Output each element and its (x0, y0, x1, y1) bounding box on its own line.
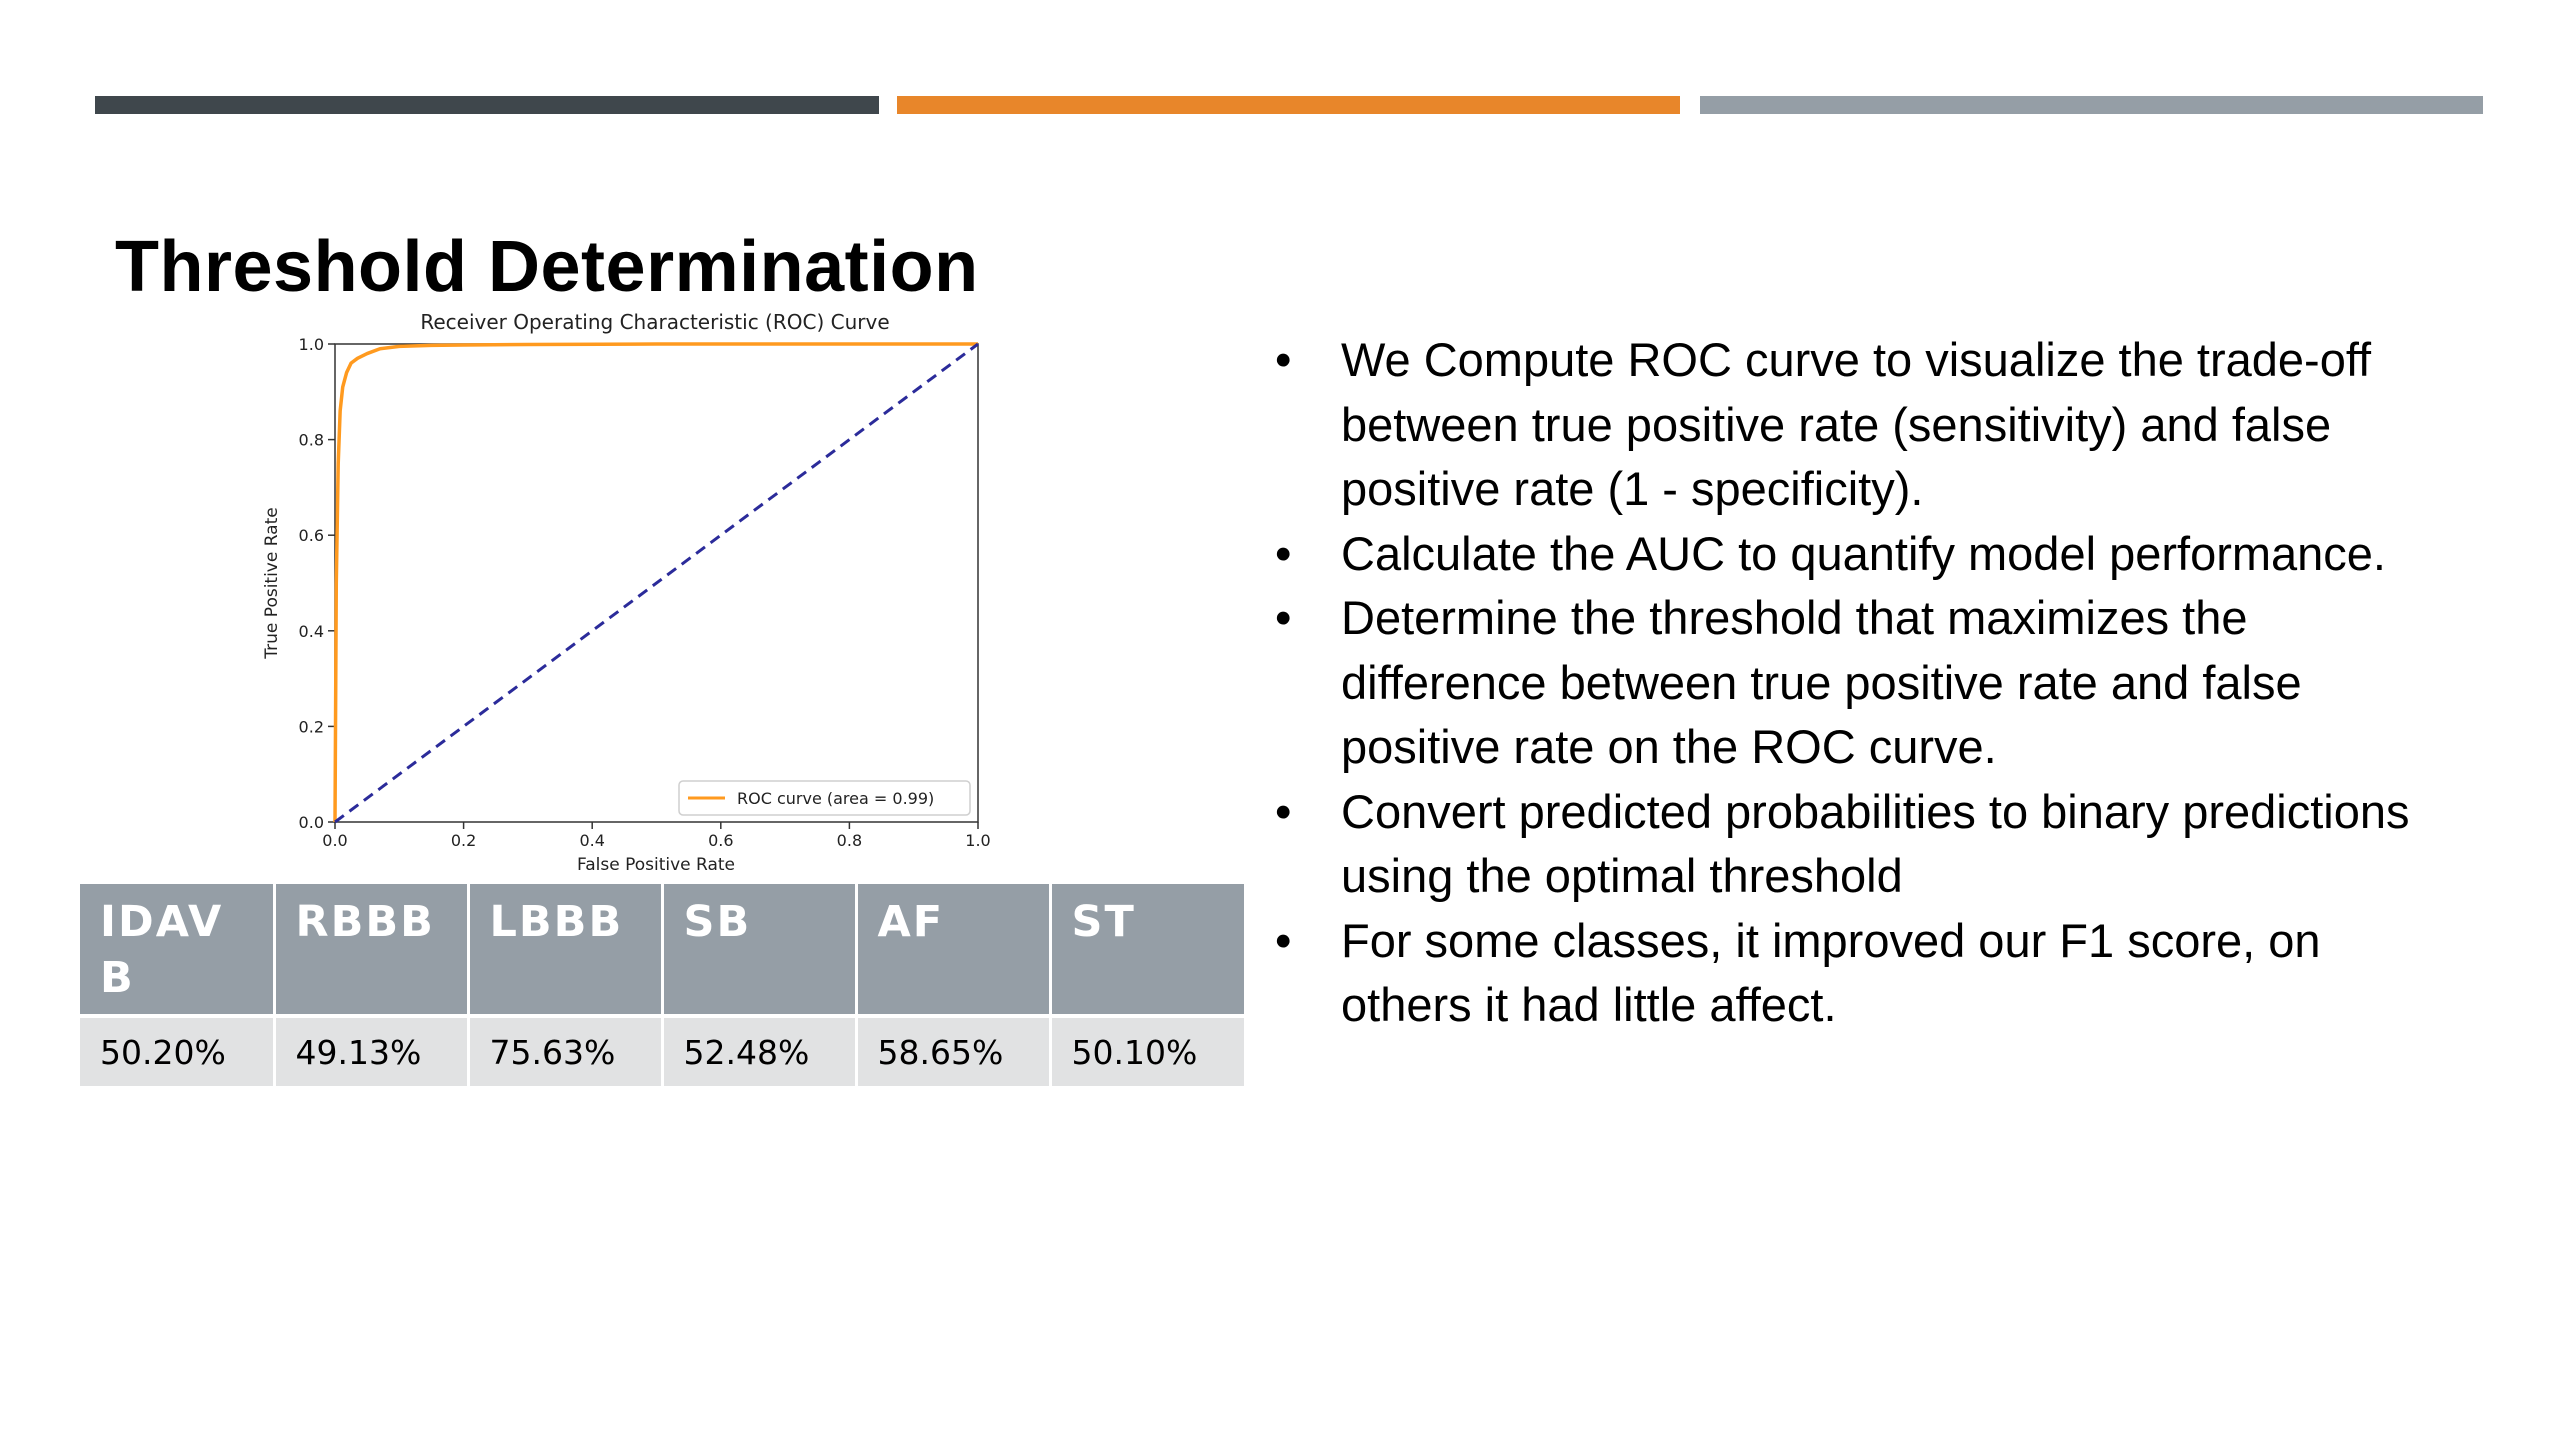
bullet-list: We Compute ROC curve to visualize the tr… (1275, 328, 2415, 1038)
roc-chart-svg: Receiver Operating Characteristic (ROC) … (262, 310, 990, 875)
x-axis-label: False Positive Rate (577, 855, 735, 875)
x-tick-label: 0.8 (837, 831, 862, 850)
bullet-item: For some classes, it improved our F1 sco… (1275, 909, 2415, 1038)
table-header-cell: RBBB (274, 884, 470, 1016)
accent-bar-orange (897, 96, 1680, 114)
axis-ticks: 0.0 0.2 0.4 0.6 0.8 1.0 0.0 0.2 0.4 0.6 0.8 1.0 (299, 335, 990, 850)
table-cell: 75.63% (468, 1014, 664, 1086)
table-header-cell: ST (1050, 884, 1244, 1016)
chance-diagonal-line (334, 342, 979, 824)
table-cell: 49.13% (274, 1014, 470, 1086)
y-tick-label: 0.4 (299, 622, 324, 641)
roc-chart: Receiver Operating Characteristic (ROC) … (255, 300, 990, 880)
x-tick-label: 0.0 (322, 831, 347, 850)
x-tick-label: 1.0 (965, 831, 990, 850)
accent-bar-gray (1700, 96, 2483, 114)
table-cell: 50.20% (80, 1014, 276, 1086)
table-header-cell: AF (856, 884, 1052, 1016)
class-metrics-table: IDAVB RBBB LBBB SB AF ST 50.20% 49.13% 7… (80, 884, 1244, 1086)
y-tick-label: 0.6 (299, 526, 324, 545)
x-tick-label: 0.4 (579, 831, 604, 850)
bullet-item: Convert predicted probabilities to binar… (1275, 780, 2415, 909)
chart-title: Receiver Operating Characteristic (ROC) … (420, 310, 889, 334)
table-header-cell: LBBB (468, 884, 664, 1016)
y-tick-label: 0.8 (299, 431, 324, 450)
y-tick-label: 0.2 (299, 717, 324, 736)
table-header-cell: IDAVB (80, 884, 276, 1016)
legend-box (678, 780, 971, 816)
table-row: 50.20% 49.13% 75.63% 52.48% 58.65% 50.10… (80, 1014, 1244, 1086)
table-header-cell: SB (662, 884, 858, 1016)
series-group (333, 342, 979, 824)
y-axis-label: True Positive Rate (262, 507, 282, 659)
table-header-row: IDAVB RBBB LBBB SB AF ST (80, 884, 1244, 1016)
bullet-item: We Compute ROC curve to visualize the tr… (1275, 328, 2415, 522)
y-tick-label: 1.0 (299, 335, 324, 354)
table-cell: 50.10% (1050, 1014, 1244, 1086)
chart-legend: ROC curve (area = 0.99) (678, 780, 971, 816)
y-tick-label: 0.0 (299, 813, 324, 832)
table-cell: 52.48% (662, 1014, 858, 1086)
roc-curve-line (333, 342, 978, 823)
legend-label: ROC curve (area = 0.99) (737, 789, 934, 808)
x-tick-label: 0.2 (451, 831, 476, 850)
bullet-item: Determine the threshold that maximizes t… (1275, 586, 2415, 780)
accent-bar-dark (95, 96, 879, 114)
x-tick-label: 0.6 (708, 831, 733, 850)
slide-title: Threshold Determination (115, 227, 979, 308)
table-cell: 58.65% (856, 1014, 1052, 1086)
bullet-item: Calculate the AUC to quantify model perf… (1275, 522, 2415, 587)
